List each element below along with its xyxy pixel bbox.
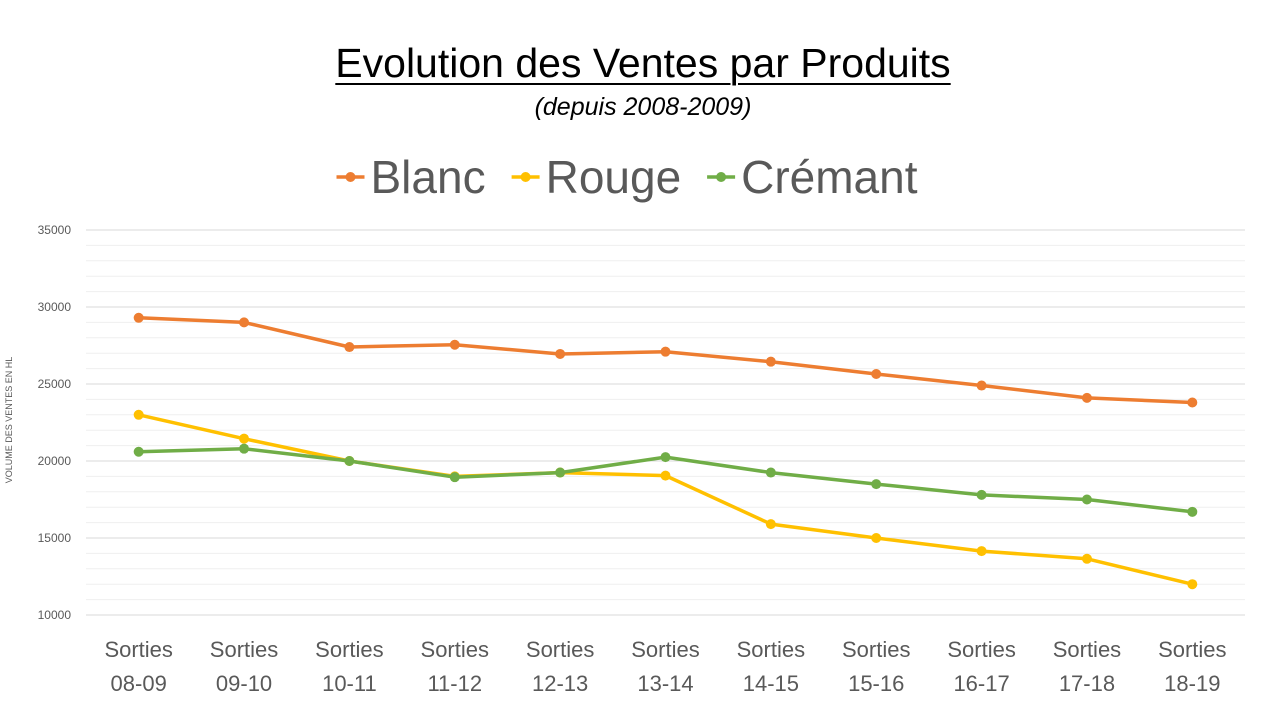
data-point (1081, 494, 1092, 505)
data-point (765, 467, 776, 478)
data-point (871, 368, 882, 379)
data-point (976, 489, 987, 500)
series-cremant (133, 443, 1198, 517)
data-point (1081, 553, 1092, 564)
y-tick-label: 30000 (38, 300, 72, 314)
x-tick-label: Sorties 09-10 (210, 637, 278, 696)
data-point (660, 346, 671, 357)
data-point (555, 348, 566, 359)
data-point (449, 472, 460, 483)
data-point (765, 356, 776, 367)
data-point (871, 533, 882, 543)
grid-lines (86, 229, 1245, 616)
data-point (344, 342, 355, 353)
x-tick-label: Sorties 15-16 (842, 637, 910, 696)
x-tick-label: Sorties 14-15 (737, 637, 805, 696)
legend-marker (520, 172, 531, 182)
legend-label: Crémant (741, 151, 918, 203)
x-tick-label: Sorties 16-17 (947, 637, 1015, 696)
data-point (344, 456, 355, 466)
data-point (449, 339, 460, 350)
data-point (239, 433, 250, 444)
y-axis: 10000 15000 20000 25000 30000 35000 (38, 223, 72, 622)
legend-label: Blanc (371, 151, 486, 203)
data-point (239, 317, 250, 328)
data-point (133, 312, 144, 323)
data-point (976, 380, 987, 391)
x-tick-label: Sorties 08-09 (104, 637, 172, 696)
x-tick-label: Sorties 11-12 (421, 637, 489, 696)
data-point (239, 443, 250, 454)
data-point (765, 519, 776, 530)
legend-item: Blanc (336, 151, 486, 203)
series-line (136, 316, 1195, 405)
data-point (871, 479, 882, 490)
y-axis-label: VOLUME DES VENTES EN HL (4, 357, 14, 484)
x-tick-label: Sorties 10-11 (315, 637, 383, 696)
legend-label: Rouge (546, 151, 682, 203)
data-point (555, 467, 566, 478)
series-rouge (133, 409, 1198, 590)
y-tick-label: 25000 (38, 377, 72, 391)
data-point (1081, 392, 1092, 403)
series-lines (133, 312, 1198, 590)
legend-marker (716, 172, 727, 182)
legend-marker (345, 172, 356, 182)
y-tick-label: 10000 (38, 608, 72, 622)
data-point (660, 452, 671, 463)
data-point (660, 470, 671, 481)
data-point (1187, 579, 1198, 590)
x-tick-label: Sorties 18-19 (1158, 637, 1226, 696)
legend-item: Rouge (511, 151, 682, 203)
chart-subtitle: (depuis 2008-2009) (534, 93, 752, 121)
x-tick-label: Sorties 12-13 (526, 637, 594, 696)
data-point (976, 546, 987, 557)
x-tick-label: Sorties 17-18 (1053, 637, 1121, 696)
data-point (1187, 506, 1198, 517)
legend: Blanc Rouge Crémant (336, 151, 918, 203)
series-blanc (133, 312, 1198, 408)
data-point (1187, 397, 1198, 408)
y-tick-label: 15000 (38, 531, 72, 545)
legend-item: Crémant (707, 151, 918, 203)
x-axis: Sorties 08-09 Sorties 09-10 Sorties 10-11 Sort… (104, 637, 1226, 696)
data-point (133, 409, 144, 420)
chart-title: Evolution des Ventes par Produits (335, 40, 951, 86)
series-line (136, 413, 1195, 586)
data-point (133, 446, 144, 457)
y-tick-label: 20000 (38, 454, 72, 468)
x-tick-label: Sorties 13-14 (631, 637, 699, 696)
y-tick-label: 35000 (38, 223, 72, 237)
